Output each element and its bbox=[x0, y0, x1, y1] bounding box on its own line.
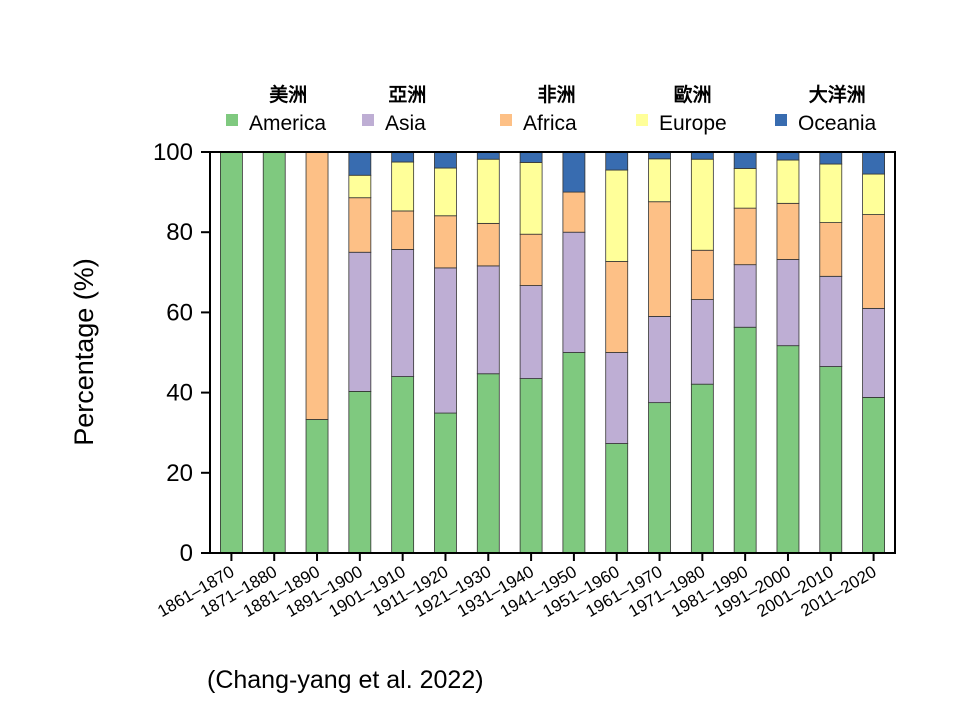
bar-segment-africa-11 bbox=[648, 201, 671, 317]
bar-segment-america-4 bbox=[348, 390, 372, 554]
bar-segment-africa-6 bbox=[434, 215, 457, 269]
bar-segment-oceania-9 bbox=[562, 151, 586, 193]
bar-segment-america-14 bbox=[776, 345, 800, 554]
bar-segment-africa-8 bbox=[519, 233, 543, 286]
y-tick-label: 20 bbox=[166, 460, 193, 487]
bar-segment-america-3 bbox=[305, 419, 329, 554]
bar-segment-asia-6 bbox=[434, 267, 457, 414]
bar-segment-america-1 bbox=[220, 151, 243, 554]
bar-segment-asia-11 bbox=[648, 316, 671, 404]
citation: (Chang-yang et al. 2022) bbox=[207, 666, 484, 694]
bar-segment-africa-12 bbox=[690, 249, 714, 300]
bar-segment-oceania-8 bbox=[519, 151, 543, 163]
bar-segment-oceania-16 bbox=[862, 151, 885, 175]
bar-segment-africa-16 bbox=[862, 214, 885, 309]
bar-segment-europe-5 bbox=[391, 161, 415, 212]
x-axis: 1861–18701871–18801881–18901891–19001901… bbox=[154, 553, 880, 621]
bar-segment-africa-3 bbox=[305, 151, 329, 420]
bar-segment-africa-10 bbox=[605, 261, 629, 353]
bar-segment-europe-13 bbox=[733, 168, 757, 209]
bar-segment-africa-9 bbox=[562, 191, 586, 233]
bar-segment-america-10 bbox=[605, 443, 629, 554]
bar-segment-asia-5 bbox=[391, 249, 415, 377]
bar-segment-oceania-12 bbox=[690, 151, 714, 160]
bar-segment-asia-4 bbox=[348, 251, 372, 392]
legend-label-asia: Asia bbox=[385, 112, 426, 135]
bar-segment-europe-7 bbox=[476, 158, 500, 224]
bar-segment-europe-8 bbox=[519, 162, 543, 235]
y-tick-label: 80 bbox=[166, 219, 193, 246]
bar-segment-africa-13 bbox=[733, 207, 757, 266]
bar-segment-asia-12 bbox=[690, 299, 714, 385]
y-tick-label: 100 bbox=[153, 139, 193, 166]
bar-segment-oceania-7 bbox=[476, 151, 500, 160]
bar-segment-africa-15 bbox=[819, 222, 843, 277]
legend-label-zh-oceania: 大洋洲 bbox=[809, 83, 866, 106]
legend-swatch-america bbox=[226, 114, 238, 126]
bar-segment-africa-4 bbox=[348, 197, 372, 253]
y-axis: 0 20 40 60 80 100 bbox=[153, 139, 210, 567]
y-tick-label: 40 bbox=[166, 380, 193, 407]
bar-segment-africa-7 bbox=[476, 222, 500, 267]
bar-segment-america-5 bbox=[391, 376, 415, 554]
bar-segment-america-6 bbox=[434, 412, 457, 554]
bar-segment-asia-10 bbox=[605, 352, 629, 444]
bar-segment-asia-7 bbox=[476, 265, 500, 375]
bar-segment-africa-14 bbox=[776, 202, 800, 260]
bar-segment-oceania-15 bbox=[819, 151, 843, 165]
bar-segment-oceania-11 bbox=[648, 151, 671, 160]
bar-segment-europe-16 bbox=[862, 173, 885, 215]
bar-segment-oceania-10 bbox=[605, 151, 629, 171]
bar-segment-oceania-14 bbox=[776, 151, 800, 161]
y-axis-label: Percentage (%) bbox=[69, 258, 99, 446]
bar-segment-america-2 bbox=[262, 151, 286, 554]
bar-segment-asia-15 bbox=[819, 275, 843, 367]
bar-segment-america-12 bbox=[690, 383, 714, 554]
bar-segment-oceania-4 bbox=[348, 151, 372, 176]
bar-segment-america-11 bbox=[648, 402, 671, 554]
y-tick-label: 60 bbox=[166, 299, 193, 326]
bar-segment-america-15 bbox=[819, 366, 843, 554]
legend-label-zh-america: 美洲 bbox=[269, 83, 307, 106]
legend-label-europe: Europe bbox=[659, 112, 727, 135]
bar-segment-america-7 bbox=[476, 373, 500, 554]
legend-swatch-oceania bbox=[775, 114, 787, 126]
bar-segment-america-8 bbox=[519, 378, 543, 554]
bar-segment-europe-14 bbox=[776, 159, 800, 204]
bar-segment-europe-10 bbox=[605, 169, 629, 262]
legend-label-oceania: Oceania bbox=[798, 112, 877, 135]
bar-segment-asia-8 bbox=[519, 285, 543, 379]
bar-segment-europe-4 bbox=[348, 174, 372, 199]
bar-segment-oceania-5 bbox=[391, 151, 415, 163]
plot-frame bbox=[209, 151, 896, 554]
bar-segment-oceania-13 bbox=[733, 151, 757, 169]
bar-segment-europe-12 bbox=[690, 158, 714, 251]
bar-segment-europe-6 bbox=[434, 167, 457, 217]
bar-segment-america-16 bbox=[862, 397, 885, 554]
legend-label-zh-europe: 歐洲 bbox=[674, 83, 712, 106]
legend-label-africa: Africa bbox=[523, 112, 577, 135]
bar-segment-asia-16 bbox=[862, 307, 885, 398]
bar-segment-asia-13 bbox=[733, 264, 757, 328]
bar-segment-europe-11 bbox=[648, 158, 671, 203]
legend-swatch-africa bbox=[500, 114, 512, 126]
bar-segment-asia-9 bbox=[562, 231, 586, 353]
legend-label-zh-africa: 非洲 bbox=[538, 84, 576, 106]
bar-segment-africa-5 bbox=[391, 210, 415, 250]
bar-segment-oceania-6 bbox=[434, 151, 457, 169]
y-tick-label: 0 bbox=[180, 540, 193, 567]
legend-swatch-europe bbox=[636, 114, 648, 126]
bar-segment-america-9 bbox=[562, 352, 586, 554]
bar-segment-europe-15 bbox=[819, 163, 843, 223]
bars bbox=[220, 151, 885, 554]
legend-label-america: America bbox=[249, 112, 326, 135]
legend: America 美洲 Asia 亞洲 Africa 非洲 Europe 歐洲 Oceania 大洋… bbox=[226, 83, 877, 135]
bar-segment-america-13 bbox=[733, 326, 757, 554]
bar-segment-asia-14 bbox=[776, 259, 800, 347]
legend-label-zh-asia: 亞洲 bbox=[388, 84, 426, 106]
legend-swatch-asia bbox=[362, 114, 374, 126]
